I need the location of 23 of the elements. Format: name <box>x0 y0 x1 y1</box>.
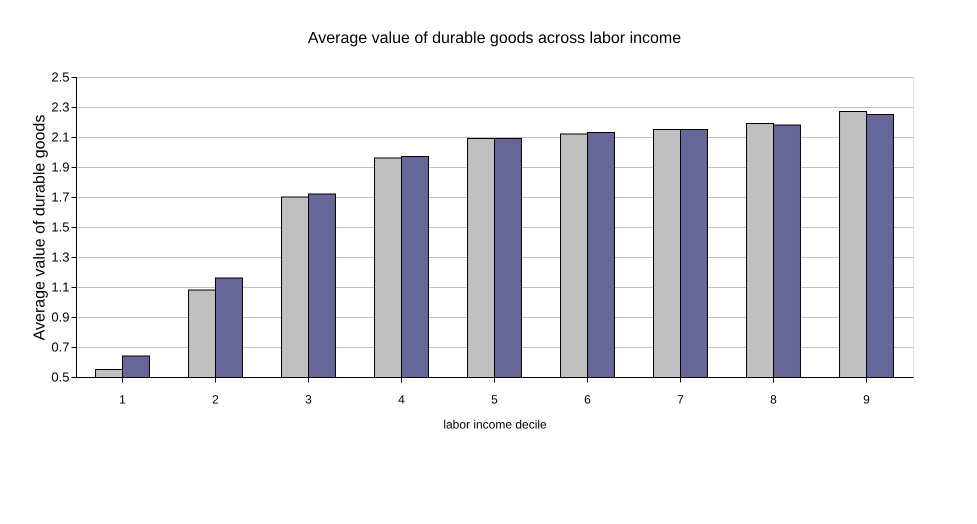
x-tick-label: 3 <box>305 392 312 406</box>
y-tick-label: 1.1 <box>51 280 70 294</box>
chart-title: Average value of durable goods across labor income <box>308 30 682 47</box>
y-tick-label: 0.5 <box>51 370 70 384</box>
x-tick-label: 5 <box>491 392 498 406</box>
y-tick-label: 0.7 <box>51 340 70 354</box>
y-tick-label: 1.7 <box>51 190 70 204</box>
x-axis-title: labor income decile <box>443 418 548 432</box>
x-tick-label: 7 <box>677 392 684 406</box>
y-tick-label: 2.1 <box>51 130 70 144</box>
y-tick-label: 1.3 <box>51 250 70 264</box>
x-tick-label: 2 <box>212 392 220 406</box>
y-tick-label: 2.3 <box>51 100 70 114</box>
y-tick-label: 1.5 <box>51 220 70 234</box>
y-tick-label: 0.9 <box>51 310 70 324</box>
y-tick-label: 1.9 <box>51 160 70 174</box>
x-tick-label: 4 <box>398 392 406 406</box>
x-tick-label: 8 <box>770 392 778 406</box>
y-tick-label: 2.5 <box>51 70 70 84</box>
x-tick-label: 6 <box>584 392 592 406</box>
y-axis-title: Average value of durable goods <box>31 114 48 340</box>
x-tick-label: 1 <box>119 392 126 406</box>
x-tick-label: 9 <box>863 392 870 406</box>
